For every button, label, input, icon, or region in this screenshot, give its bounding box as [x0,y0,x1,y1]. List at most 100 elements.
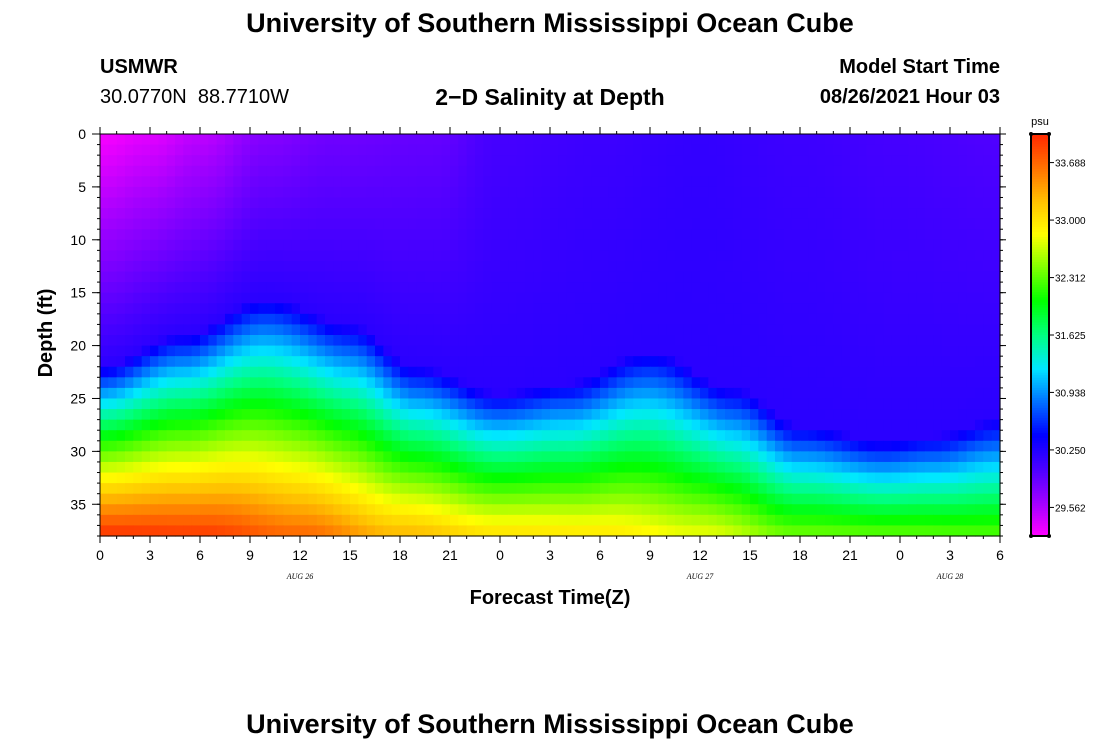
heatmap-cell [216,134,226,146]
heatmap-cell [683,472,693,484]
heatmap-cell [991,398,1001,410]
heatmap-cell [108,208,118,220]
heatmap-cell [750,483,759,495]
heatmap-cell [341,218,351,230]
heatmap-cell [983,483,993,495]
heatmap-cell [575,483,584,495]
heatmap-cell [983,493,993,505]
heatmap-cell [816,472,826,484]
heatmap-cell [950,409,959,421]
heatmap-cell [908,208,918,220]
heatmap-cell [525,165,534,177]
heatmap-cell [158,419,168,431]
heatmap-cell [508,134,518,146]
heatmap-cell [100,176,109,188]
heatmap-cell [958,377,968,389]
heatmap-cell [716,419,726,431]
heatmap-cell [833,356,843,368]
heatmap-cell [533,493,543,505]
heatmap-cell [925,335,934,347]
heatmap-cell [883,504,893,516]
heatmap-cell [716,345,726,357]
heatmap-cell [725,229,734,241]
heatmap-cell [566,461,576,474]
heatmap-cell [850,218,859,230]
heatmap-cell [233,134,243,146]
heatmap-cell [391,303,401,315]
heatmap-cell [516,461,526,474]
heatmap-cell [975,229,984,241]
heatmap-cell [208,419,218,431]
heatmap-cell [250,440,259,452]
heatmap-cell [508,504,518,516]
heatmap-cell [808,451,818,463]
heatmap-cell [883,250,893,262]
heatmap-cell [525,155,534,167]
heatmap-cell [283,260,293,273]
heatmap-cell [175,324,184,336]
heatmap-cell [750,377,759,389]
heatmap-cell [175,303,184,315]
heatmap-cell [825,134,834,146]
heatmap-cell [958,165,968,177]
heatmap-cell [991,186,1001,199]
heatmap-cell [108,144,118,156]
heatmap-cell [825,250,834,262]
heatmap-cell [391,313,401,326]
heatmap-cell [475,430,484,442]
heatmap-cell [466,493,476,505]
heatmap-cell [208,250,218,262]
heatmap-cell [408,260,418,273]
heatmap-cell [500,430,509,442]
heatmap-cell [116,144,126,156]
heatmap-cell [441,271,451,283]
heatmap-cell [400,250,409,262]
heatmap-cell [541,440,551,452]
heatmap-cell [166,377,176,389]
colorbar-segment [1031,470,1049,474]
colorbar-segment [1031,274,1049,278]
heatmap-cell [108,260,118,273]
heatmap-cell [216,409,226,421]
heatmap-cell [625,398,634,410]
heatmap-cell [341,461,351,474]
heatmap-cell [933,472,943,484]
heatmap-cell [666,134,676,146]
heatmap-cell [141,250,151,262]
heatmap-cell [700,303,709,315]
heatmap-cell [433,313,443,326]
heatmap-cell [166,387,176,400]
heatmap-cell [408,504,418,516]
heatmap-cell [358,260,368,273]
heatmap-cell [108,250,118,262]
heatmap-cell [758,430,768,442]
heatmap-cell [508,335,518,347]
heatmap-cell [108,366,118,378]
heatmap-cell [783,525,793,537]
heatmap-cell [175,165,184,177]
heatmap-cell [133,165,143,177]
heatmap-cell [750,165,759,177]
heatmap-cell [416,461,426,474]
heatmap-cell [933,461,943,474]
heatmap-cell [416,155,426,167]
heatmap-cell [450,144,459,156]
heatmap-cell [791,229,801,241]
heatmap-cell [783,472,793,484]
heatmap-cell [300,387,309,400]
heatmap-cell [150,155,159,167]
heatmap-cell [166,493,176,505]
heatmap-cell [966,493,976,505]
heatmap-cell [991,303,1001,315]
heatmap-cell [400,472,409,484]
heatmap-cell [675,313,684,326]
heatmap-cell [716,292,726,304]
heatmap-cell [166,282,176,294]
heatmap-cell [791,144,801,156]
heatmap-cell [883,377,893,389]
heatmap-cell [908,324,918,336]
colorbar-segment [1031,179,1049,183]
heatmap-cell [158,483,168,495]
heatmap-cell [400,282,409,294]
heatmap-cell [808,377,818,389]
